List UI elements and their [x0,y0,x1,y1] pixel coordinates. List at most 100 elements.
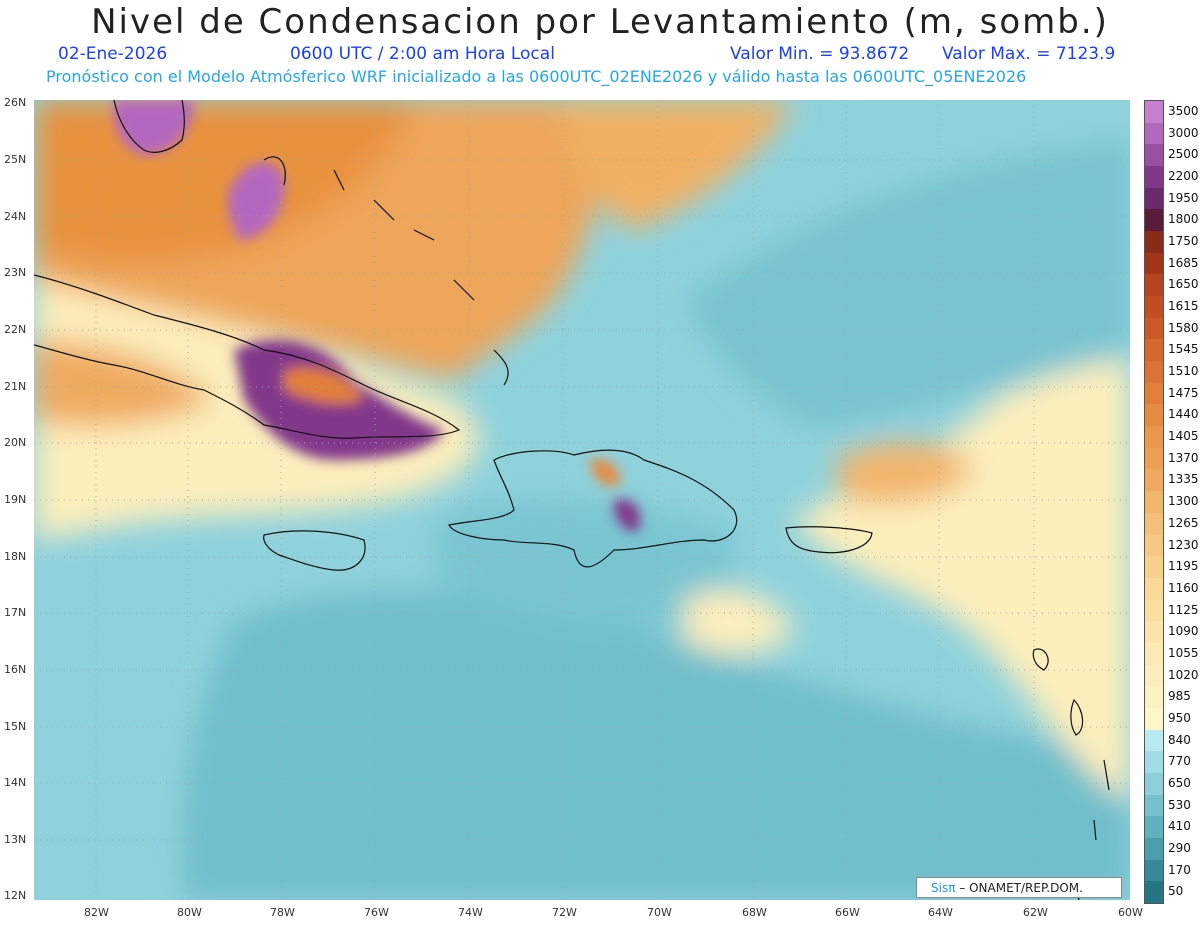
legend-label: 1125 [1168,602,1199,617]
legend-swatch [1145,231,1163,254]
legend-label: 1615 [1168,299,1199,314]
legend-label: 1440 [1168,407,1199,422]
legend-swatch [1145,382,1163,405]
legend-swatch [1145,491,1163,514]
credit-box: Sisπ – ONAMET/REP.DOM. [916,877,1122,898]
legend-label: 1370 [1168,450,1199,465]
coastlines [34,100,1110,900]
legend-label: 1160 [1168,580,1199,595]
legend-swatch [1145,621,1163,644]
legend-swatch [1145,447,1163,470]
legend-label: 3000 [1168,125,1199,140]
lat-label: 20N [4,436,27,449]
graticule [34,100,1130,900]
lon-label: 76W [364,906,389,919]
forecast-time: 0600 UTC / 2:00 am Hora Local [290,44,555,64]
legend-swatch [1145,599,1163,622]
lon-label: 60W [1118,906,1143,919]
teal-zone-east [684,140,1130,430]
orange-zone-ne [554,100,794,230]
lat-label: 26N [4,96,27,109]
lat-label: 21N [4,380,27,393]
legend-label: 1230 [1168,537,1199,552]
lon-label: 64W [928,906,953,919]
lon-label: 78W [270,906,295,919]
legend-label: 2500 [1168,147,1199,162]
legend-swatch [1145,686,1163,709]
lon-label: 62W [1023,906,1048,919]
legend-label: 950 [1168,710,1191,725]
lon-label: 74W [458,906,483,919]
coast-cuba [34,274,461,439]
lat-label: 16N [4,663,27,676]
legend-swatch [1145,144,1163,167]
lon-label: 72W [552,906,577,919]
lat-label: 24N [4,210,27,223]
legend-swatch [1145,426,1163,449]
legend-swatch [1145,534,1163,557]
legend-swatch [1145,794,1163,817]
legend-label: 170 [1168,862,1191,877]
coast-hispaniola [448,449,738,568]
legend-label: 1580 [1168,320,1199,335]
legend-swatch [1145,101,1163,124]
legend-label: 410 [1168,819,1191,834]
forecast-info: Pronóstico con el Modelo Atmósferico WRF… [46,67,1027,86]
lat-label: 17N [4,606,27,619]
legend-swatch [1145,556,1163,579]
min-value: Valor Min. = 93.8672 [730,44,910,64]
orange-zone-west-patch [34,340,214,426]
max-value: Valor Max. = 7123.9 [942,44,1116,64]
legend-label: 650 [1168,775,1191,790]
credit-text: ONAMET/REP.DOM. [965,881,1083,895]
purple-patch-hispaniola [614,499,641,532]
legend-swatch [1145,837,1163,861]
legend-label: 2200 [1168,169,1199,184]
lat-label: 19N [4,493,27,506]
legend-swatch [1145,122,1163,145]
legend-swatch [1145,881,1163,904]
legend-swatch [1145,577,1163,601]
legend-label: 1950 [1168,190,1199,205]
legend-swatch [1145,274,1163,297]
lon-label: 70W [647,906,672,919]
legend-swatch [1145,404,1163,427]
legend-label: 1055 [1168,645,1199,660]
yellow-band-east [794,360,1130,800]
purple-high-bahamas [227,161,285,240]
color-legend [1144,100,1164,904]
legend-label: 1090 [1168,624,1199,639]
legend-label: 770 [1168,754,1191,769]
legend-label: 1020 [1168,667,1199,682]
lat-label: 15N [4,720,27,733]
legend-swatch [1145,859,1163,882]
legend-label: 1195 [1168,559,1199,574]
legend-label: 530 [1168,797,1191,812]
lcl-map [34,100,1130,900]
legend-label: 985 [1168,689,1191,704]
orange-zone-east-patch [834,441,974,504]
legend-swatch [1145,339,1163,362]
legend-swatch [1145,772,1163,796]
lat-label: 13N [4,833,27,846]
legend-swatch [1145,469,1163,492]
teal-zone-center [434,497,734,628]
lon-label: 82W [84,906,109,919]
legend-label: 1510 [1168,364,1199,379]
lon-label: 68W [742,906,767,919]
legend-swatch [1145,187,1163,210]
legend-label: 1300 [1168,494,1199,509]
legend-swatch [1145,816,1163,839]
legend-label: 290 [1168,840,1191,855]
lon-label: 66W [835,906,860,919]
legend-label: 3500 [1168,104,1199,118]
coast-bahamas [263,156,509,386]
legend-label: 1265 [1168,515,1199,530]
legend-swatch [1145,512,1163,535]
legend-swatch [1145,296,1163,319]
legend-label: 840 [1168,732,1191,747]
page-title: Nivel de Condensacion por Levantamiento … [91,2,1109,42]
legend-swatch [1145,664,1163,687]
legend-label: 1800 [1168,212,1199,227]
coast-jamaica [263,530,366,571]
